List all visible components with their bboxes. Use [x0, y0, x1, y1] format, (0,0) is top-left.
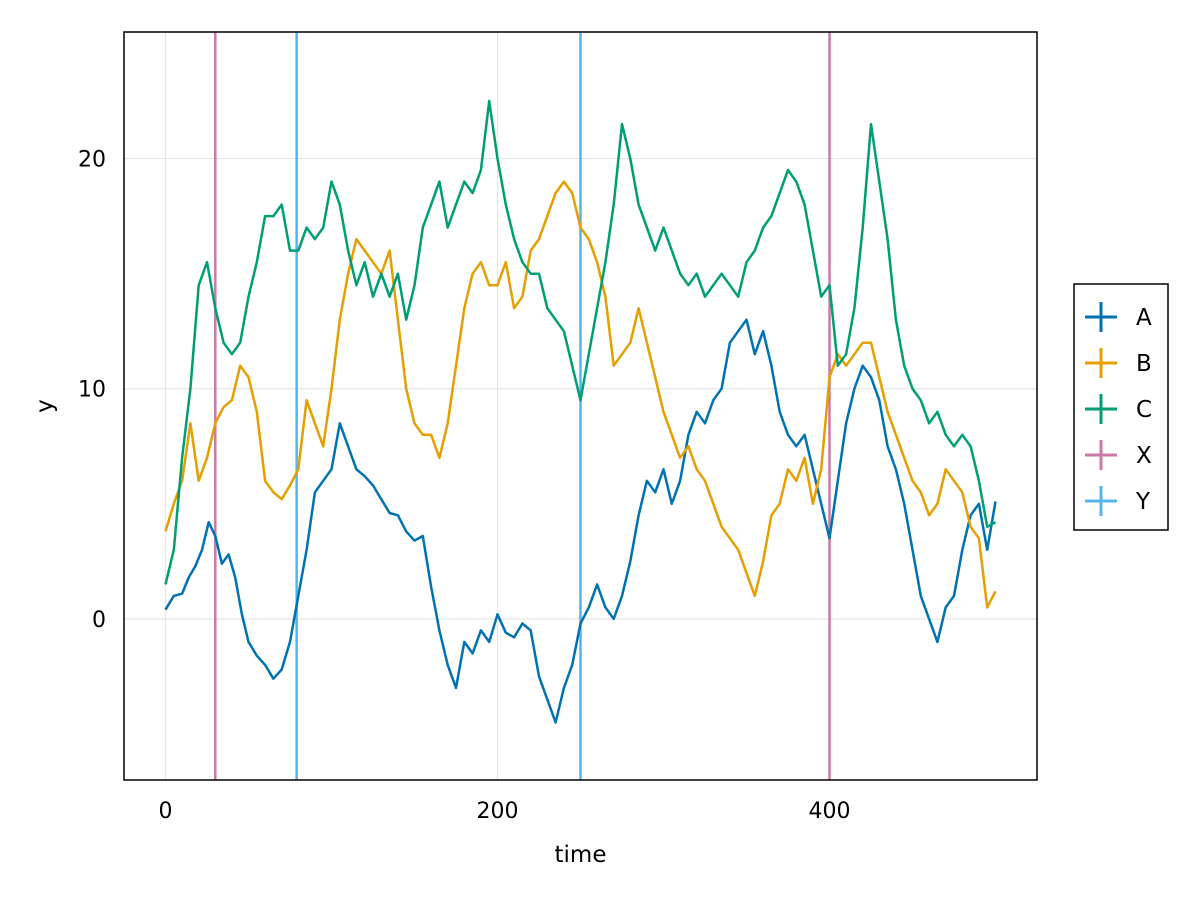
legend-box: [1073, 283, 1169, 531]
x-axis-label: time: [555, 842, 607, 868]
series-lines: [164, 99, 997, 724]
legend-label: C: [1136, 397, 1152, 423]
legend-label: Y: [1135, 489, 1151, 515]
y-tick-label: 20: [78, 148, 106, 173]
series-line-a: [164, 318, 997, 724]
series-line-c: [164, 99, 997, 585]
y-tick-label: 10: [78, 378, 106, 403]
y-axis-label: y: [32, 399, 58, 413]
plot-frame: [123, 31, 1038, 781]
legend-label: X: [1136, 443, 1152, 469]
x-tick-label: 200: [477, 799, 519, 824]
legend-label: A: [1136, 305, 1152, 331]
y-tick-label: 0: [92, 608, 106, 633]
x-tick-label: 400: [809, 799, 851, 824]
x-axis-ticks: 0 200 400: [159, 799, 851, 824]
y-axis-ticks: 0 10 20: [78, 148, 106, 633]
series-line-b: [164, 180, 997, 609]
legend-label: B: [1136, 351, 1152, 377]
vertical-lines: [214, 32, 831, 780]
x-tick-label: 0: [159, 799, 173, 824]
